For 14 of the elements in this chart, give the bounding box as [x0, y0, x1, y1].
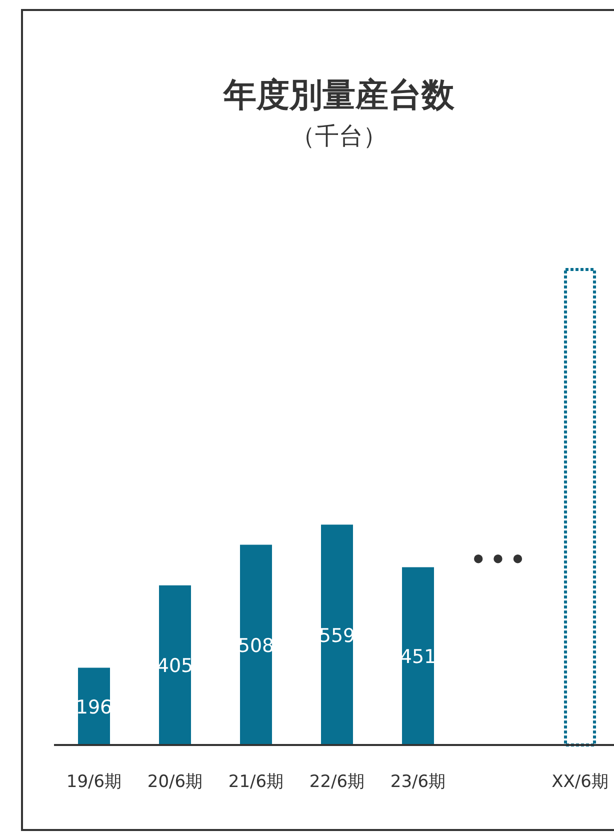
data-label: 508 [238, 634, 274, 657]
data-label: 196 [76, 696, 112, 718]
x-tick-label: 21/6期 [228, 772, 284, 792]
data-label: 405 [156, 655, 194, 678]
x-tick-label: 22/6期 [309, 772, 365, 792]
chart-subtitle: （千台） [291, 122, 387, 150]
annotation: ••• [469, 543, 529, 578]
data-label: 451 [400, 646, 436, 668]
x-tick-label: XX/6期 [552, 772, 608, 792]
chart-title: 年度別量産台数 [222, 75, 456, 114]
x-tick-label: 19/6期 [66, 772, 122, 792]
data-label: 559 [318, 624, 356, 647]
x-tick-label: 20/6期 [147, 772, 203, 792]
x-tick-label: 23/6期 [390, 772, 446, 792]
